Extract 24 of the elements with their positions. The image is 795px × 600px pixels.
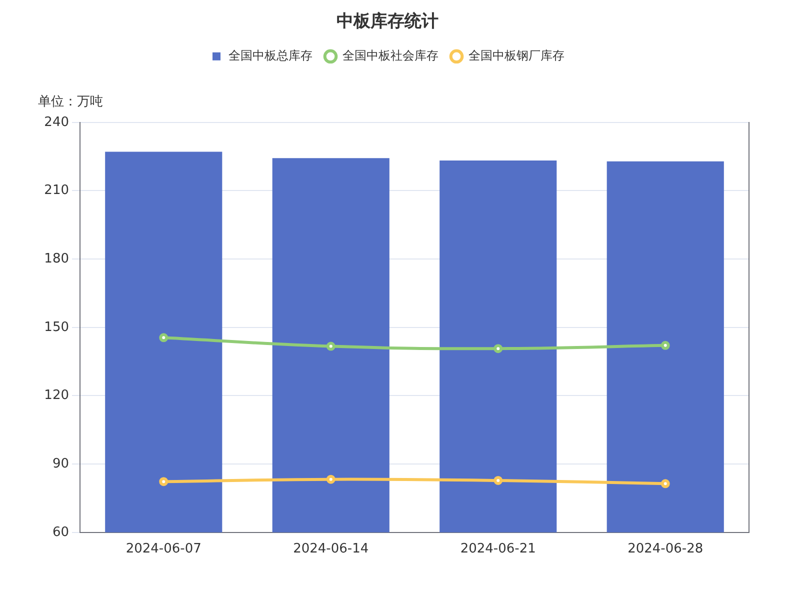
y-tick-label: 60 xyxy=(52,524,69,540)
point xyxy=(326,474,336,484)
chart-title: 中板库存统计 xyxy=(336,12,438,32)
x-tick-label: 2024-06-21 xyxy=(460,542,536,557)
y-tick-label: 240 xyxy=(44,114,69,130)
point xyxy=(660,479,670,488)
y-tick-label: 120 xyxy=(44,388,69,404)
x-tick-label: 2024-06-07 xyxy=(126,542,202,557)
y-tick-label: 180 xyxy=(44,251,69,266)
y-tick-label: 90 xyxy=(52,456,69,472)
legend-label: 全国中板社会库存 xyxy=(342,48,438,63)
point xyxy=(326,342,336,351)
legend-label: 全国中板钢厂库存 xyxy=(468,48,564,63)
x-tick-label: 2024-06-28 xyxy=(628,542,704,557)
y-tick-label: 150 xyxy=(44,320,69,335)
point xyxy=(494,344,503,354)
point xyxy=(159,333,168,342)
point xyxy=(159,477,168,486)
y-tick-label: 210 xyxy=(44,183,69,198)
x-tick-label: 2024-06-14 xyxy=(293,542,369,557)
y-axis-title: 单位：万吨 xyxy=(38,94,103,110)
legend-label: 全国中板总库存 xyxy=(228,48,312,63)
point xyxy=(494,476,503,485)
point xyxy=(660,340,670,350)
